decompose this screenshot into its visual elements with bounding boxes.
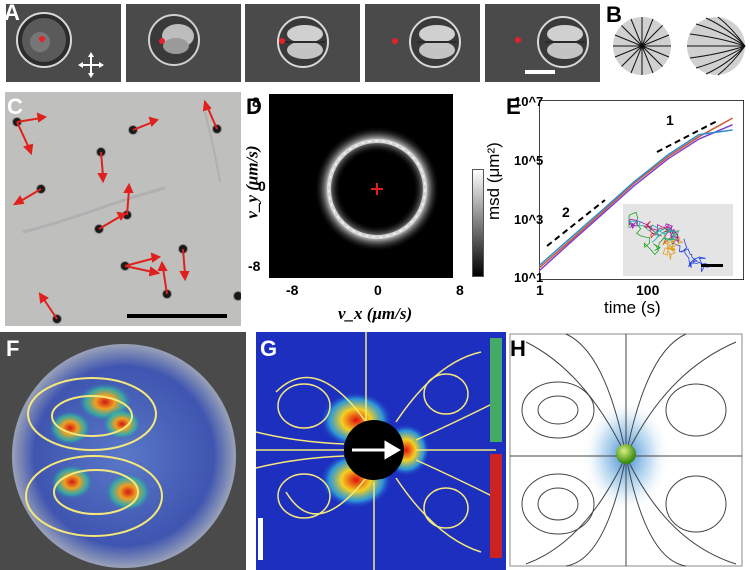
trajectory-line <box>628 218 679 244</box>
scale-bar <box>258 518 263 560</box>
panel-d: D 8 0 -8 -8 0 8 v_x (μm/s) v_y (μm/s <box>246 92 504 332</box>
scale-bar <box>127 314 227 318</box>
velocity-histogram <box>269 94 453 278</box>
swim-direction-arrow <box>352 440 401 460</box>
flow-streamlines <box>510 333 742 567</box>
panel-label-a: A <box>4 0 20 25</box>
slope-label-1: 1 <box>666 112 674 128</box>
y-tick-1e7: 10^7 <box>514 94 544 109</box>
panel-label-f: F <box>6 336 20 361</box>
trajectory-line <box>628 220 680 243</box>
x-axis-label: v_x (μm/s) <box>338 304 413 323</box>
panel-label-e: E <box>506 94 521 119</box>
panel-label-d: D <box>246 94 262 119</box>
y-tick-1e5: 10^5 <box>514 153 544 168</box>
y-tick-mid: 0 <box>258 178 266 194</box>
droplet <box>12 344 236 568</box>
msd-plot <box>539 100 744 280</box>
particle <box>616 444 636 464</box>
panel-label-c: C <box>7 94 23 119</box>
panel-b: B <box>606 0 750 88</box>
msd-series-line <box>539 124 733 272</box>
x-tick-1: 1 <box>536 282 544 298</box>
x-axis-label: time (s) <box>604 298 661 317</box>
x-tick-100: 100 <box>636 282 660 298</box>
panel-c: C <box>5 92 241 326</box>
slope-1-guide <box>656 119 720 153</box>
colorbar-upper <box>490 338 502 442</box>
scale-bar <box>525 70 555 74</box>
y-tick-1e3: 10^3 <box>514 212 544 227</box>
trajectory-line <box>671 238 709 272</box>
panel-e: E msd (μm²) 2 1 10^7 10^5 10^3 10^1 1 10… <box>484 92 750 332</box>
velocity-arrows <box>12 99 218 320</box>
y-tick-top: 8 <box>252 94 260 110</box>
trajectory-line <box>662 230 684 260</box>
microscopy-frame-5 <box>485 4 600 82</box>
y-tick-1e1: 10^1 <box>514 270 544 285</box>
microscopy-frame-4 <box>365 4 480 82</box>
inset-scale-bar <box>701 264 723 267</box>
panel-f: F <box>0 332 246 570</box>
panel-h: H <box>506 332 750 570</box>
colorbar-lower <box>490 454 502 558</box>
x-tick-mid: 0 <box>374 282 382 298</box>
crossed-polarizer-icon <box>78 52 104 78</box>
panel-label-b: B <box>606 2 622 27</box>
flow-streamlines <box>256 332 497 570</box>
colorbar <box>472 169 484 277</box>
msd-series-line <box>539 117 733 269</box>
slope-2-guide <box>546 199 606 247</box>
bipolar-defect-diagram <box>687 16 746 76</box>
panel-g: G <box>256 332 512 570</box>
x-tick-left: -8 <box>286 282 299 298</box>
microscopy-frame-1 <box>6 4 121 82</box>
y-axis-label: v_y (μm/s) <box>246 145 262 219</box>
flow-streamlines <box>25 377 163 537</box>
slope-label-2: 2 <box>562 204 570 220</box>
x-tick-right: 8 <box>456 282 464 298</box>
microscopy-frame-2 <box>126 4 241 82</box>
panel-a: A <box>0 0 603 88</box>
y-axis-label: msd (μm²) <box>484 142 503 220</box>
microscopy-frame-3 <box>245 4 360 82</box>
y-tick-bottom: -8 <box>248 258 261 274</box>
radial-defect-diagram <box>613 17 671 75</box>
msd-series-line <box>539 129 733 267</box>
panel-label-g: G <box>260 336 278 361</box>
particle-markers <box>12 117 241 324</box>
panel-label-h: H <box>510 336 526 361</box>
origin-cross <box>371 183 383 195</box>
